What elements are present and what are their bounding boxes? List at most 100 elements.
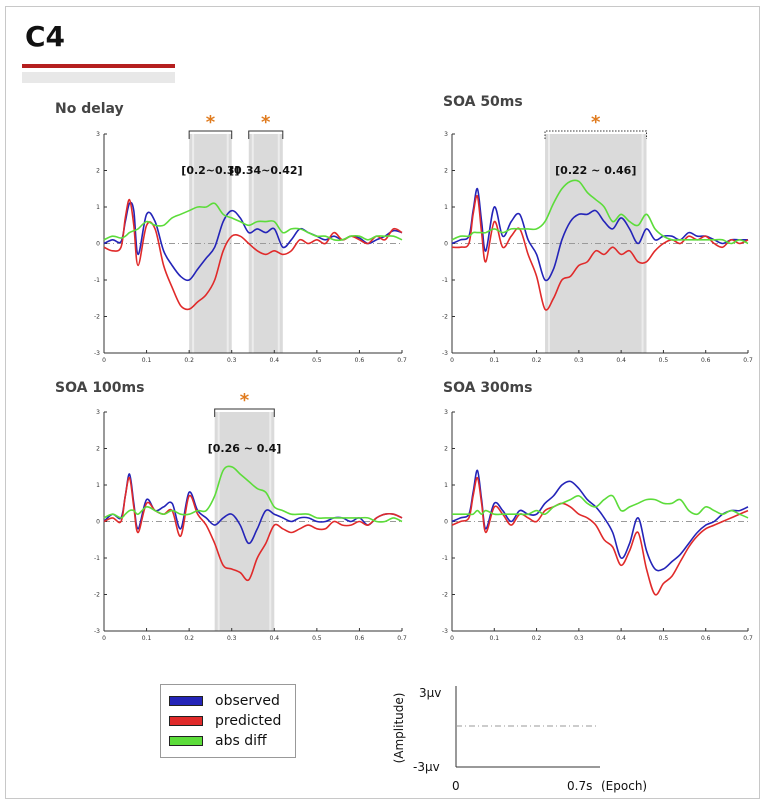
x-tick-label: 0.4 [616,357,626,364]
legend-item-abs-diff: abs diff [169,733,267,749]
series-line-abs-diff [452,494,749,519]
axis-key-x-start: 0 [452,779,460,793]
y-tick-label: 0 [444,241,448,248]
x-tick-label: 0.7 [397,357,407,364]
x-tick-label: 0.1 [142,635,152,642]
significance-star: * [206,112,216,133]
y-tick-label: -3 [442,350,448,357]
legend-swatch-predicted [169,716,203,726]
axis-key-y-bottom: -3μv [413,760,440,774]
y-tick-label: 2 [444,446,448,453]
panel-title-no-delay: No delay [55,101,124,117]
x-tick-label: 0 [450,357,454,364]
figure-frame [5,6,760,799]
x-tick-label: 0.3 [227,357,237,364]
series-line-abs-diff [103,202,403,242]
x-tick-label: 0.6 [701,357,711,364]
x-tick-label: 0.7 [743,635,753,642]
x-tick-label: 0.5 [659,635,669,642]
axis-key-y-label: (Amplitude) [392,693,406,764]
x-tick-label: 0.1 [142,357,152,364]
series-line-predicted [451,476,749,596]
significance-bracket [248,130,284,139]
x-tick-label: 0.2 [184,357,194,364]
x-tick-label: 0.2 [532,635,542,642]
series-line-abs-diff [451,179,749,245]
y-tick-label: 3 [444,131,448,138]
y-tick-label: -2 [442,314,448,321]
axis-key-x-label: (Epoch) [601,779,647,793]
axis-key-y-top: 3μv [419,686,441,700]
significance-window-label: [0.34~0.42] [229,164,303,177]
significance-star: * [240,390,250,411]
y-tick-label: -3 [94,350,100,357]
legend-label-predicted: predicted [215,713,282,729]
y-tick-label: -2 [94,314,100,321]
series-line-predicted [103,476,403,582]
y-tick-label: -1 [94,277,100,284]
x-tick-label: 0.5 [312,357,322,364]
y-tick-label: 3 [96,409,100,416]
y-tick-label: 2 [96,446,100,453]
x-tick-label: 0.4 [270,635,280,642]
panel-title-soa-50: SOA 50ms [443,94,523,110]
y-tick-label: -2 [94,592,100,599]
significance-bracket [214,408,275,417]
x-tick-label: 0.6 [701,635,711,642]
significance-bracket [544,130,648,139]
axis-key-x-end: 0.7s [567,779,592,793]
y-tick-label: 3 [444,409,448,416]
y-tick-label: 1 [96,482,100,489]
x-tick-label: 0 [450,635,454,642]
significance-star: * [261,112,271,133]
title-underline-grey [22,72,175,83]
panel-title-soa-100: SOA 100ms [55,380,145,396]
x-tick-label: 0.6 [355,357,365,364]
significance-window-label: [0.26 ~ 0.4] [208,442,282,455]
x-tick-label: 0.1 [490,635,500,642]
x-tick-label: 0.3 [227,635,237,642]
y-tick-label: -1 [442,277,448,284]
x-tick-label: 0.5 [659,357,669,364]
series-line-observed [451,469,749,572]
legend-label-observed: observed [215,693,280,709]
legend-item-observed: observed [169,693,280,709]
series-line-observed [451,187,748,282]
legend-swatch-abs-diff [169,736,203,746]
chart-panel-3: -3 -2 -1 0 1 2 3 0 0.1 0.2 0.3 0.4 0.5 0.6 0.7 [442,409,753,642]
legend: observed predicted abs diff [160,684,296,758]
y-tick-label: 2 [444,168,448,175]
chart-panel-0: -3 -2 -1 0 1 2 3 0 0.1 0.2 0.3 0.4 0.5 0.6 0.7 * [0.2~0.… [94,112,407,364]
y-tick-label: 1 [96,204,100,211]
chart-panel-2: -3 -2 -1 0 1 2 3 0 0.1 0.2 0.3 0.4 0.5 0.6 0.7 * [0.26 ~… [94,390,407,642]
x-tick-label: 0.7 [743,357,753,364]
y-tick-label: 1 [444,482,448,489]
x-tick-label: 0.4 [616,635,626,642]
y-tick-label: 2 [96,168,100,175]
x-tick-label: 0.1 [490,357,500,364]
title-underline-red [22,64,175,68]
y-tick-label: 0 [96,241,100,248]
legend-label-abs-diff: abs diff [215,733,267,749]
y-tick-label: 1 [444,204,448,211]
y-tick-label: -2 [442,592,448,599]
y-tick-label: 3 [96,131,100,138]
x-tick-label: 0.7 [397,635,407,642]
y-tick-label: -3 [442,628,448,635]
y-tick-label: 0 [444,519,448,526]
x-tick-label: 0.5 [312,635,322,642]
y-tick-label: -3 [94,628,100,635]
x-tick-label: 0 [102,357,106,364]
legend-item-predicted: predicted [169,713,281,729]
x-tick-label: 0.3 [574,635,584,642]
x-tick-label: 0.3 [574,357,584,364]
x-tick-label: 0.2 [184,635,194,642]
significance-bracket [188,130,233,139]
x-tick-label: 0.4 [270,357,280,364]
x-tick-label: 0.6 [355,635,365,642]
axis-key: (Amplitude) 3μv -3μv 0 0.7s (Epoch) [392,686,647,793]
y-tick-label: -1 [94,555,100,562]
panel-title-soa-300: SOA 300ms [443,380,533,396]
